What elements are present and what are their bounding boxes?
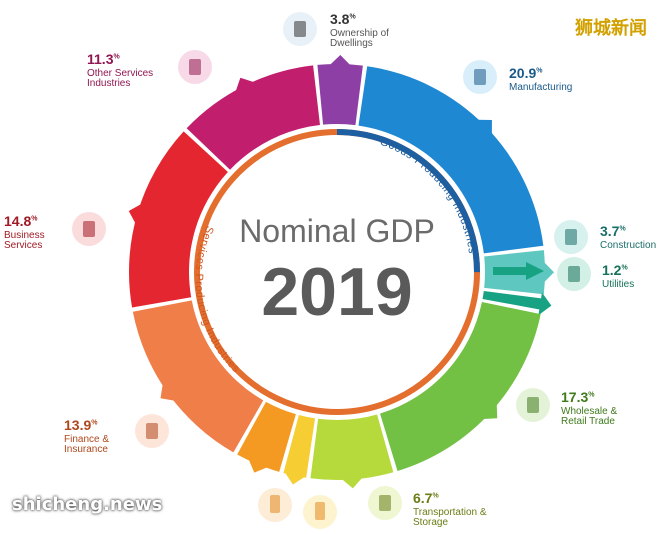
truck-icon [368, 486, 402, 520]
phone-icon [258, 488, 292, 522]
watermark-bottom: shicheng.news [12, 494, 163, 515]
callout-name: Other Services Industries [87, 67, 154, 90]
factory-icon [463, 60, 497, 94]
callout-finance-insurance: 13.9% Finance & Insurance [64, 418, 144, 456]
callout-name: Construction [600, 239, 657, 251]
construction-icon [554, 220, 588, 254]
callout-name: Manufacturing [509, 81, 573, 93]
center-disc [202, 137, 472, 407]
donut-segment-accommodation [283, 415, 316, 478]
inner-divider-ring-goods [194, 129, 480, 415]
segment-notch [235, 77, 256, 93]
callout-name: Finance & Insurance [64, 433, 110, 456]
segment-notch [542, 260, 554, 284]
segment-notch [538, 292, 552, 316]
chart-title: Nominal GDP [239, 213, 435, 249]
percent-unit: % [432, 492, 439, 500]
percent-unit: % [588, 391, 595, 399]
donut-segment-finance-insurance [132, 300, 264, 453]
donut-segment-wholesale-retail-trade [380, 302, 541, 472]
gdp-donut-chart: Goods-Producing Industries Services Prod… [128, 55, 554, 489]
callout-name: Wholesale & Retail Trade [561, 405, 618, 428]
callout-transportation-storage: 6.7% Transportation & Storage [413, 491, 493, 529]
building-icon [283, 12, 317, 46]
donut-segment-utilities [482, 290, 544, 310]
segment-notch [128, 203, 143, 226]
callout-percent: 3.7% [600, 223, 626, 239]
utilities-arrow [493, 262, 544, 280]
percent-unit: % [349, 13, 356, 21]
donut-segment-ownership-of-dwellings [317, 63, 363, 126]
gdp-infographic: Goods-Producing Industries Services Prod… [4, 12, 656, 529]
umbrella-icon [135, 414, 169, 448]
callout-manufacturing: 20.9% Manufacturing [509, 66, 572, 93]
donut-segment-manufacturing [358, 66, 544, 254]
percent-unit: % [536, 67, 543, 75]
hotel-icon [303, 495, 337, 529]
callout-percent: 6.7% [413, 490, 439, 506]
callout-name: Utilities [602, 278, 635, 290]
callout-other-services-industries: 11.3% Other Services Industries [87, 52, 167, 90]
callout-wholesale-retail-trade: 17.3% Wholesale & Retail Trade [561, 390, 641, 428]
star-icon [178, 50, 212, 84]
percent-unit: % [31, 215, 38, 223]
shop-icon [516, 388, 550, 422]
callout-name: Transportation & Storage [413, 506, 487, 529]
segment-notch [247, 457, 270, 473]
callout-construction: 3.7% Construction [600, 224, 656, 251]
businessman-icon [72, 212, 106, 246]
callout-percent: 1.2% [602, 262, 628, 278]
callout-percent: 14.8% [4, 213, 38, 229]
callout-business-services: 14.8% Business Services [4, 214, 84, 252]
callout-percent: 17.3% [561, 389, 595, 405]
segment-notch [283, 471, 307, 485]
callout-percent: 11.3% [87, 51, 120, 67]
donut-segment-transportation-storage [310, 414, 394, 481]
percent-unit: % [621, 264, 628, 272]
callout-name: Ownership of Dwellings [330, 27, 389, 50]
donut-segment-other-services-industries [186, 65, 320, 170]
callout-percent: 20.9% [509, 65, 543, 81]
callout-percent: 3.8% [330, 11, 356, 27]
segment-notch [340, 476, 364, 489]
segment-notch [328, 55, 352, 67]
chart-year: 2019 [261, 254, 412, 330]
callout-percent: 13.9% [64, 417, 98, 433]
callout-ownership-of-dwellings: 3.8% Ownership of Dwellings [330, 12, 410, 50]
callout-utilities: 1.2% Utilities [602, 263, 634, 290]
callout-name: Business Services [4, 229, 45, 252]
segment-notch [475, 119, 492, 137]
percent-unit: % [619, 225, 626, 233]
percent-unit: % [91, 419, 98, 427]
percent-unit: % [113, 53, 120, 61]
lightbulb-icon [557, 257, 591, 291]
watermark-top: 狮城新闻 [575, 18, 647, 39]
donut-segment-information-communications [237, 401, 296, 472]
segment-notch [481, 402, 498, 420]
segment-notch [160, 382, 177, 402]
donut-segment-business-services [129, 131, 228, 308]
